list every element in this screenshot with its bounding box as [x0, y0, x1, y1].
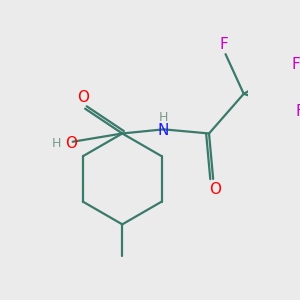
- Text: H: H: [52, 137, 61, 150]
- Text: O: O: [65, 136, 77, 151]
- Text: N: N: [158, 124, 169, 139]
- Text: O: O: [77, 90, 89, 105]
- Text: F: F: [296, 104, 300, 119]
- Text: F: F: [220, 37, 228, 52]
- Text: O: O: [209, 182, 221, 197]
- Text: F: F: [291, 57, 300, 72]
- Text: H: H: [159, 111, 168, 124]
